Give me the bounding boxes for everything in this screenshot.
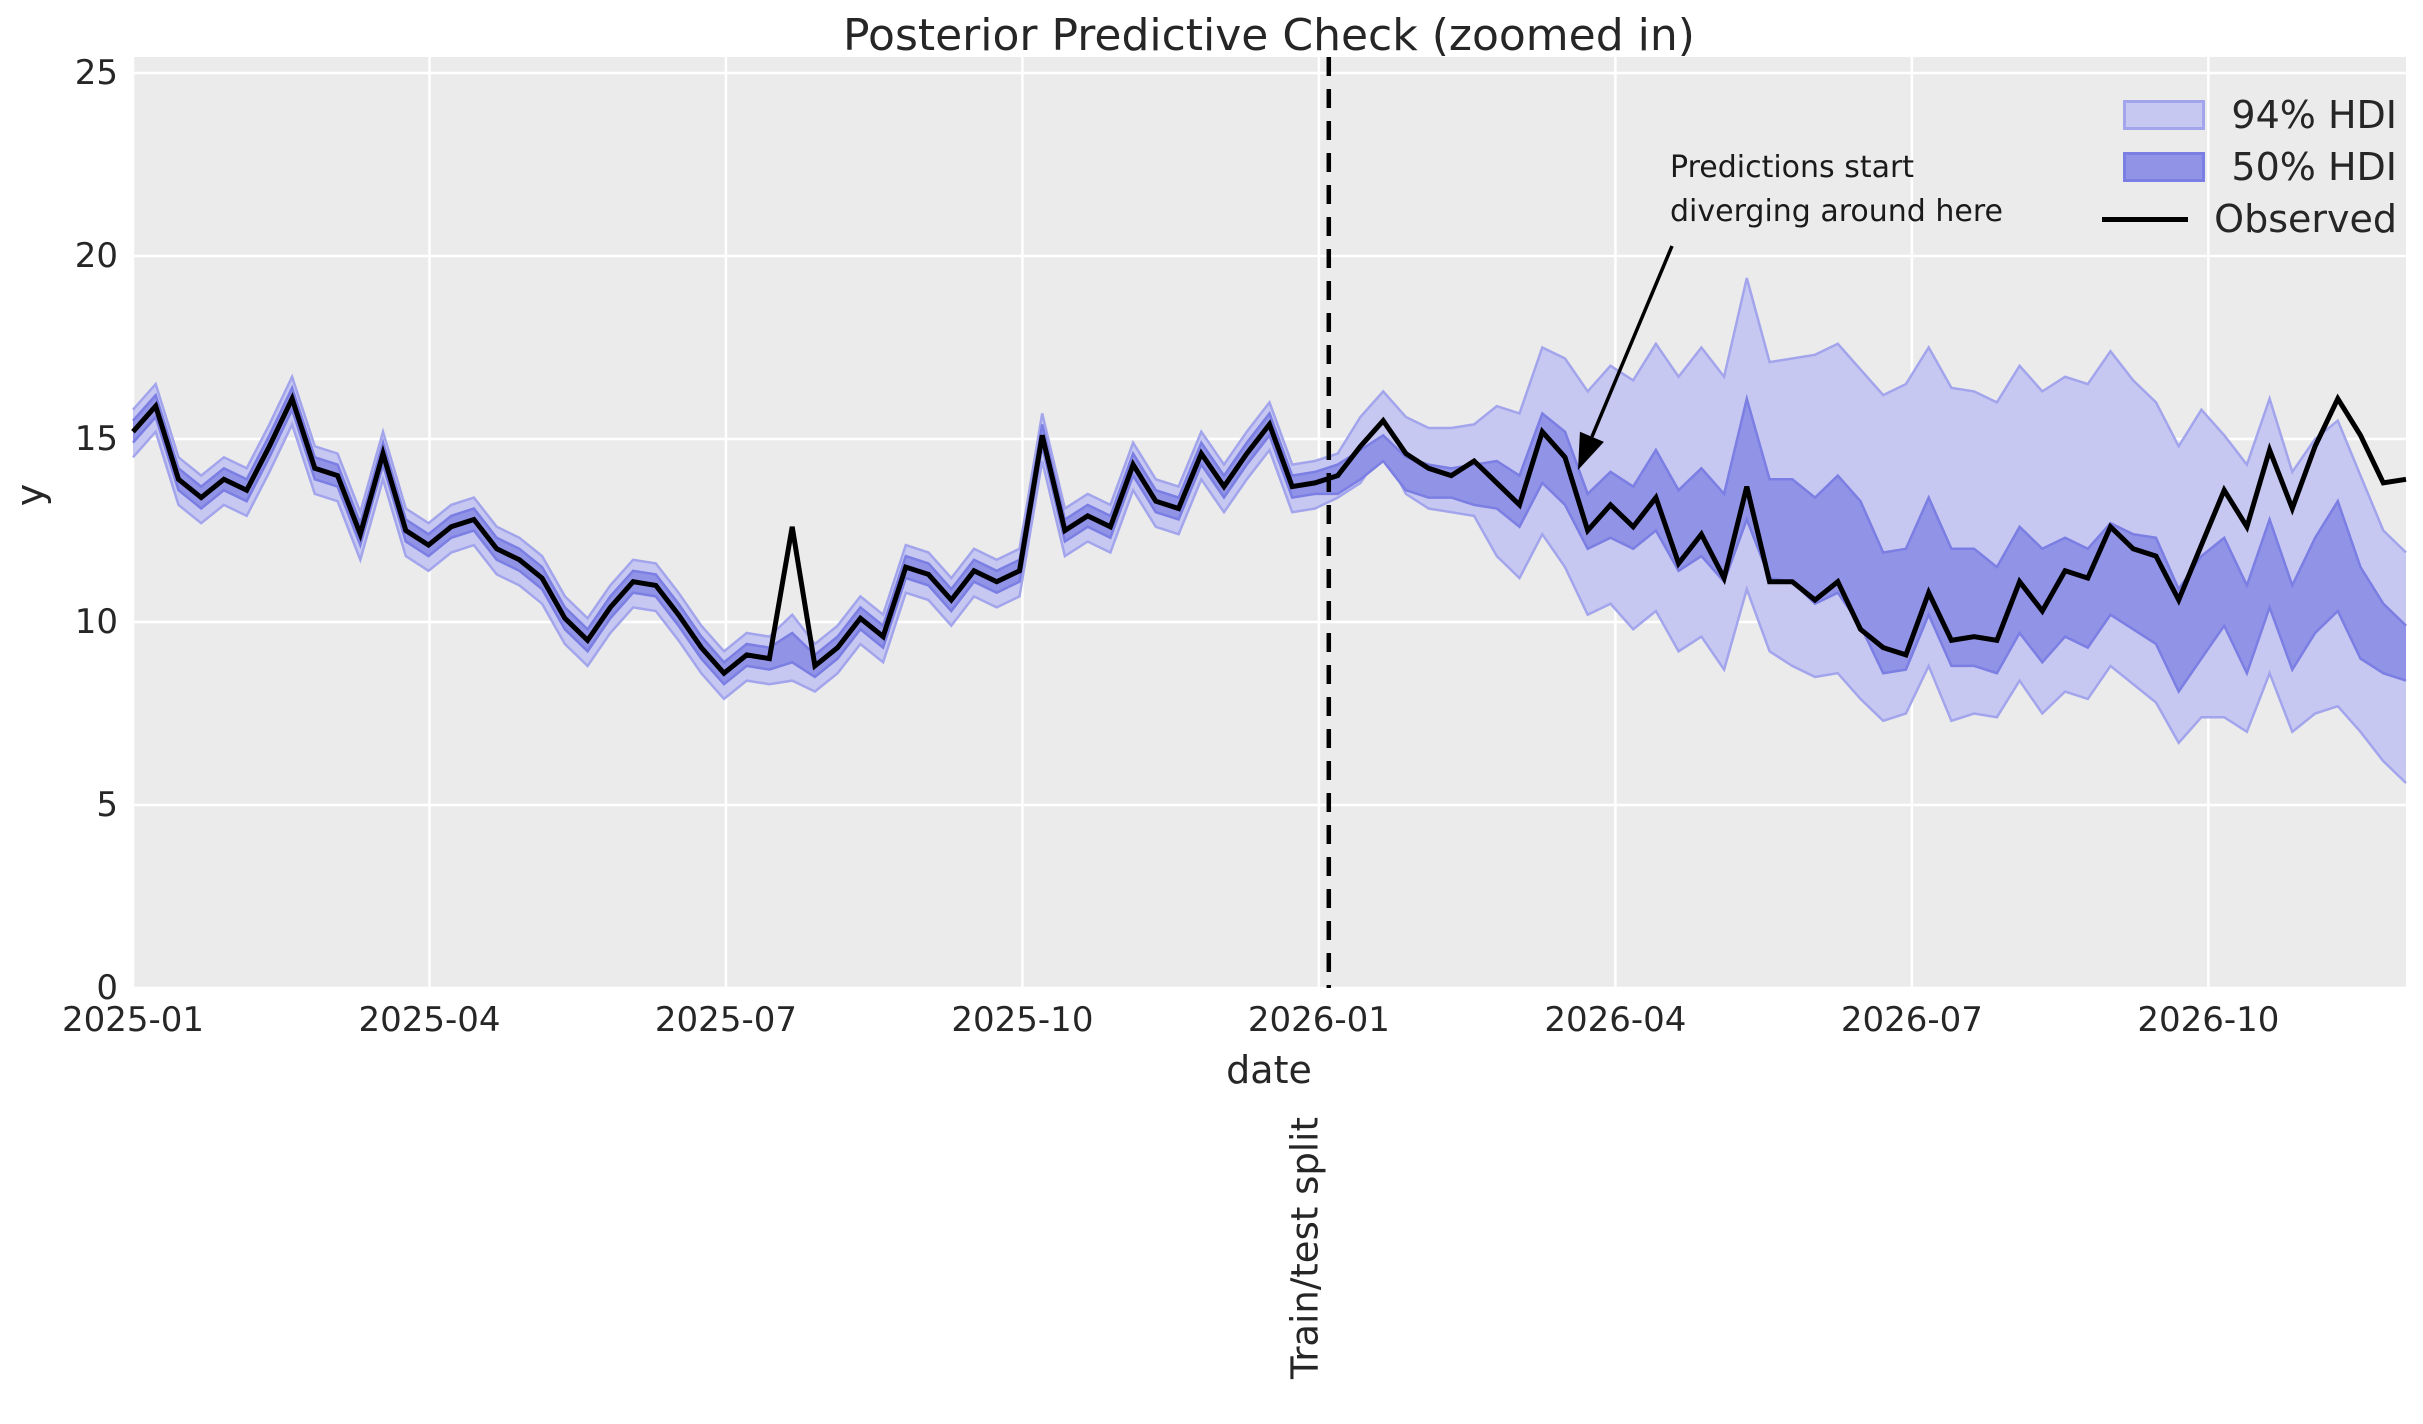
x-tick-label: 2025-10 [951,1000,1094,1040]
legend-label-50-hdi: 50% HDI [2231,145,2397,189]
hdi94-upper-edge [132,277,2407,654]
hdi50-band [133,387,2406,692]
legend-label-observed: Observed [2214,197,2397,241]
annotation-line-2: diverging around here [1670,193,2003,229]
legend-item-94-hdi: 94% HDI [2123,96,2397,134]
hdi94-swatch-icon [2123,100,2206,130]
annotation-line-1: Predictions start [1670,150,1915,185]
train-test-split-label: Train/test split [1283,1117,1327,1379]
observed-line [131,391,2407,677]
y-tick-label: 15 [74,419,118,459]
y-tick-label: 5 [96,785,118,825]
y-tick-label: 0 [96,968,118,1008]
y-axis-label: y [8,483,52,507]
x-tick-label: 2026-07 [1840,1000,1983,1040]
x-tick-label: 2025-04 [358,1000,501,1040]
annotation-arrowhead-icon [1578,431,1604,470]
hdi50-lower-edge [132,406,2407,694]
legend-item-observed: Observed [2102,200,2397,238]
x-tick-label: 2026-01 [1247,1000,1390,1040]
y-tick-label: 10 [74,602,118,642]
annotation-text: Predictions start diverging around here [1670,146,2003,233]
x-tick-label: 2026-04 [1544,1000,1687,1040]
legend: 94% HDI 50% HDI Observed [2102,96,2397,238]
hdi94-lower-edge [132,421,2407,784]
x-tick-label: 2026-10 [2137,1000,2280,1040]
hdi50-swatch-icon [2123,152,2206,182]
observed-line-icon [2102,216,2189,222]
legend-item-50-hdi: 50% HDI [2123,148,2397,186]
x-axis-label: date [1226,1048,1312,1092]
y-tick-label: 25 [74,53,118,93]
hdi50-upper-edge [132,384,2407,665]
annotation-arrow-line [1590,245,1674,438]
x-tick-label: 2025-07 [654,1000,797,1040]
x-tick-label: 2025-01 [61,1000,205,1040]
y-tick-label: 20 [74,236,118,276]
legend-label-94-hdi: 94% HDI [2231,93,2397,137]
chart-title: Posterior Predictive Check (zoomed in) [843,10,1695,61]
